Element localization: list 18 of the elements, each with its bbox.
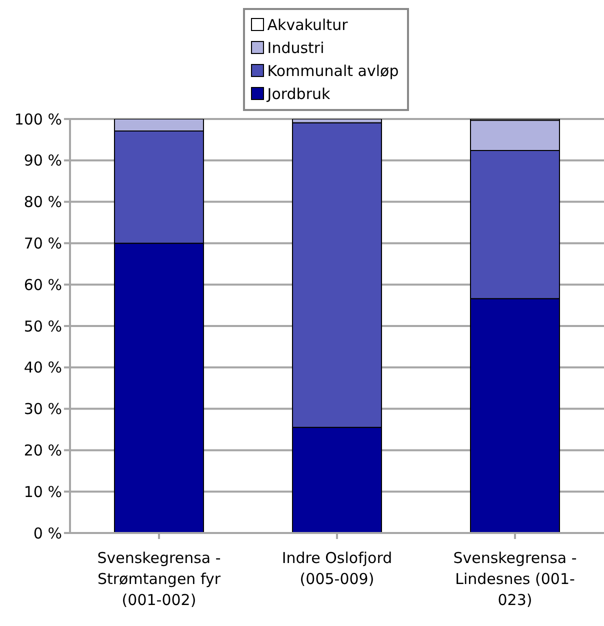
y-tick-label: 40 % <box>24 358 62 377</box>
y-tick-label: 80 % <box>24 193 62 212</box>
y-tick-label: 20 % <box>24 442 62 460</box>
legend-label: Jordbruk <box>267 84 330 102</box>
y-tick-label: 100 % <box>14 110 62 128</box>
x-tick-label: Svenskegrensa - Strømtangen fyr (001-002) <box>97 549 222 609</box>
y-tick-label: 0 % <box>33 524 62 542</box>
y-tick-label: 60 % <box>24 276 62 294</box>
x-tick-label: Svenskegrensa - Lindesnes (001-023) <box>453 549 577 609</box>
y-tick-label: 90 % <box>24 152 62 170</box>
x-tick-label: Indre Oslofjord (005-009) <box>282 549 392 588</box>
y-tick-label: 10 % <box>24 482 62 501</box>
y-tick-label: 30 % <box>24 400 62 418</box>
y-tick-label: 50 % <box>24 317 62 336</box>
legend-label: Industri <box>267 38 324 56</box>
y-tick-label: 70 % <box>24 234 62 253</box>
legend-label: Kommunalt avløp <box>267 62 399 80</box>
legend-label: Akvakultur <box>267 16 348 34</box>
